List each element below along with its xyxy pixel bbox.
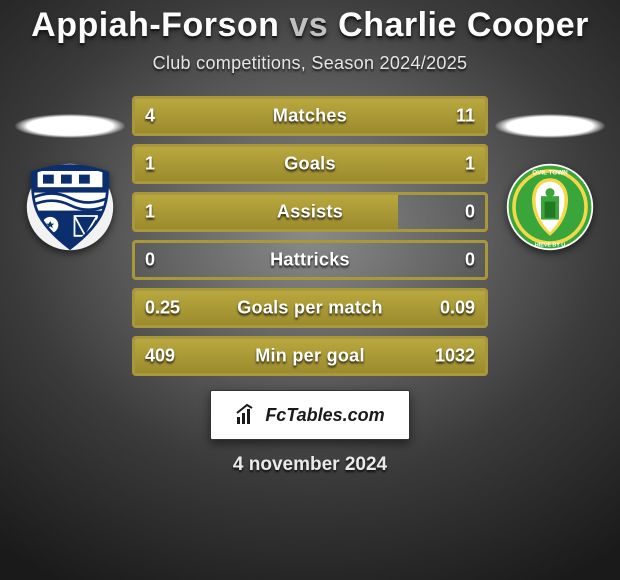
player1-halo <box>15 114 125 138</box>
stat-value-right: 0 <box>465 202 475 223</box>
stat-label: Hattricks <box>135 250 485 271</box>
stat-bar: Min per goal4091032 <box>132 336 488 376</box>
card-subtitle: Club competitions, Season 2024/2025 <box>153 53 468 74</box>
stat-fill-right <box>233 339 485 373</box>
player2-crest: OVIL TOWN HIEVE BY U <box>505 162 595 252</box>
stat-bar: Matches411 <box>132 96 488 136</box>
player2-name: Charlie Cooper <box>338 6 589 44</box>
stat-fill-left <box>135 291 394 325</box>
player2-column: OVIL TOWN HIEVE BY U <box>500 96 600 252</box>
player1-name: Appiah-Forson <box>31 6 279 44</box>
stat-fill-right <box>310 147 485 181</box>
svg-text:OVIL TOWN: OVIL TOWN <box>532 170 568 177</box>
stat-value-right: 0 <box>465 250 475 271</box>
stat-value-left: 0 <box>145 250 155 271</box>
stat-fill-left <box>135 195 398 229</box>
card-title: Appiah-Forson vs Charlie Cooper <box>31 6 589 45</box>
stat-fill-left <box>135 99 230 133</box>
player2-halo <box>495 114 605 138</box>
stat-bar: Assists10 <box>132 192 488 232</box>
vs-text: vs <box>289 6 328 44</box>
stat-fill-left <box>135 339 233 373</box>
attribution-text: FcTables.com <box>265 405 384 426</box>
stat-fill-right <box>230 99 486 133</box>
stat-fill-left <box>135 147 310 181</box>
stat-bar: Goals per match0.250.09 <box>132 288 488 328</box>
player1-crest <box>25 162 115 252</box>
stat-fill-right <box>394 291 485 325</box>
svg-text:HIEVE BY U: HIEVE BY U <box>535 243 565 249</box>
player1-column <box>20 96 120 252</box>
chart-icon <box>235 403 259 427</box>
stat-bars: Matches411Goals11Assists10Hattricks00Goa… <box>132 96 488 376</box>
main-row: Matches411Goals11Assists10Hattricks00Goa… <box>0 96 620 376</box>
attribution-badge: FcTables.com <box>210 390 410 440</box>
stat-bar: Hattricks0 0 <box>132 240 488 280</box>
card-date: 4 november 2024 <box>233 454 387 476</box>
comparison-card: Appiah-Forson vs Charlie Cooper Club com… <box>0 0 620 580</box>
stat-bar: Goals11 <box>132 144 488 184</box>
